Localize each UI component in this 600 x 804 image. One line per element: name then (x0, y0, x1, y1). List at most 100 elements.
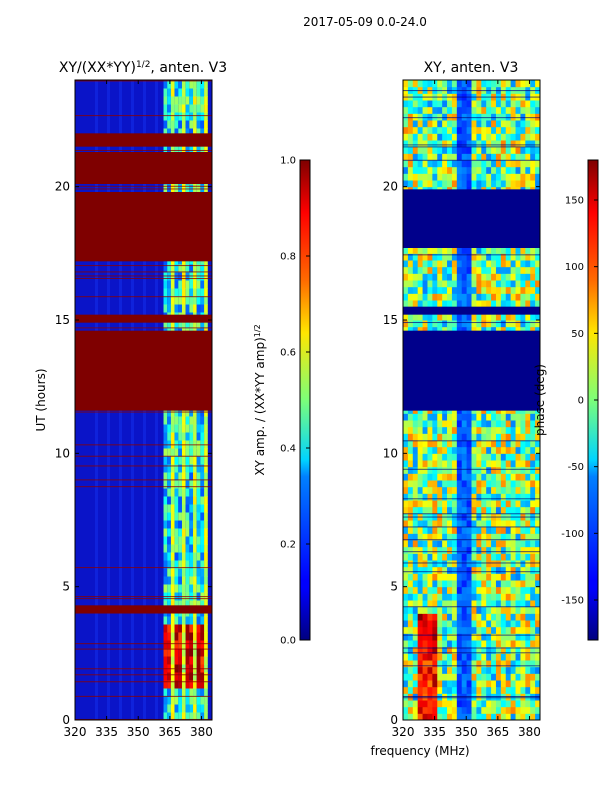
left-heatmap-cell (181, 104, 186, 113)
right-heatmap-cell (451, 626, 458, 634)
right-heatmap-cell (481, 586, 487, 594)
colorbar-tick-label: 50 (571, 329, 584, 340)
right-heatmap-cell (486, 160, 492, 168)
left-heatmap-cell (174, 104, 179, 113)
right-heatmap-cell (491, 433, 497, 441)
right-heatmap-cell (407, 640, 414, 648)
right-heatmap-cell (530, 480, 536, 488)
right-heatmap-cell (461, 480, 468, 488)
right-heatmap-cell (491, 140, 497, 148)
left-heatmap-cell (181, 496, 186, 505)
right-heatmap-line (403, 571, 540, 573)
right-heatmap-cell (481, 560, 487, 568)
right-heatmap-cell (442, 266, 448, 274)
left-heatmap-cell (200, 88, 205, 97)
right-heatmap-cell (407, 420, 414, 428)
right-heatmap-cell (427, 120, 433, 128)
left-heatmap-cell (178, 568, 182, 577)
right-heatmap-cell (530, 113, 536, 121)
left-heatmap-cell (178, 512, 182, 521)
right-heatmap-cell (407, 426, 414, 434)
right-heatmap-cell (461, 446, 468, 454)
left-heatmap-cell (181, 656, 186, 665)
right-heatmap-cell (486, 266, 492, 274)
right-heatmap-cell (500, 666, 507, 674)
right-heatmap-cell (520, 153, 526, 161)
right-heatmap-cell (456, 246, 463, 254)
right-heatmap-cell (476, 686, 482, 694)
right-heatmap-cell (461, 126, 468, 134)
right-heatmap-cell (422, 620, 428, 628)
right-heatmap-cell (520, 546, 526, 554)
right-heatmap-cell (520, 326, 526, 334)
right-heatmap-cell (515, 440, 521, 448)
left-heatmap-cell (193, 552, 197, 561)
right-heatmap-cell (427, 460, 433, 468)
right-heatmap-cell (451, 180, 458, 188)
right-heatmap-cell (495, 413, 502, 421)
right-heatmap-cell (486, 600, 492, 608)
right-heatmap-cell (486, 460, 492, 468)
right-heatmap-cell (535, 480, 540, 488)
right-heatmap-cell (520, 586, 526, 594)
right-heatmap-cell (500, 566, 507, 574)
right-heatmap-cell (432, 253, 438, 261)
right-heatmap-cell (535, 300, 540, 308)
left-heatmap-cell (204, 656, 208, 665)
right-heatmap-cell (471, 713, 477, 720)
right-heatmap-cell (451, 113, 458, 121)
right-heatmap-cell (466, 180, 472, 188)
right-heatmap-cell (461, 506, 468, 514)
right-heatmap-cell (456, 593, 463, 601)
right-heatmap-cell (500, 460, 507, 468)
left-heatmap-cell (189, 640, 194, 649)
right-heatmap-cell (403, 700, 409, 708)
right-heatmap-cell (432, 526, 438, 534)
right-heatmap-cell (427, 533, 433, 541)
right-heatmap-cell (505, 706, 512, 714)
left-heatmap-cell (185, 456, 190, 465)
left-heatmap-cell (170, 656, 175, 665)
right-heatmap-cell (471, 266, 477, 274)
right-heatmap-cell (481, 460, 487, 468)
right-heatmap-cell (535, 640, 540, 648)
right-heatmap-cell (456, 473, 463, 481)
left-heatmap-cell (185, 120, 190, 129)
right-heatmap-cell (407, 293, 414, 301)
right-heatmap-cell (510, 620, 517, 628)
right-heatmap-cell (471, 666, 477, 674)
left-heatmap-cell (170, 576, 175, 585)
left-heatmap-cell (204, 432, 208, 441)
right-heatmap-cell (471, 460, 477, 468)
right-heatmap-cell (515, 586, 521, 594)
right-heatmap-cell (505, 633, 512, 641)
right-heatmap-cell (412, 433, 419, 441)
right-heatmap-cell (417, 446, 424, 454)
left-heatmap-cell (193, 456, 197, 465)
right-heatmap-cell (403, 166, 409, 174)
left-heatmap-cell (181, 96, 186, 105)
right-heatmap-cell (486, 100, 492, 108)
left-heatmap-cell (204, 464, 208, 473)
right-heatmap-cell (447, 466, 453, 474)
right-heatmap-cell (432, 153, 438, 161)
right-heatmap-cell (417, 700, 424, 708)
right-heatmap-cell (427, 680, 433, 688)
right-heatmap-cell (412, 466, 419, 474)
right-heatmap-cell (427, 106, 433, 114)
right-heatmap-cell (451, 660, 458, 668)
right-heatmap-cell (427, 526, 433, 534)
right-heatmap-cell (447, 80, 453, 88)
right-heatmap-cell (437, 313, 443, 321)
right-heatmap-cell (456, 280, 463, 288)
right-heatmap-cell (491, 253, 497, 261)
right-heatmap-cell (427, 260, 433, 268)
right-heatmap-cell (471, 553, 477, 561)
right-heatmap-cell (451, 106, 458, 114)
left-heatmap-cell (189, 120, 194, 129)
right-heatmap-cell (422, 180, 428, 188)
right-heatmap-cell (412, 480, 419, 488)
left-heatmap-cell (189, 528, 194, 537)
right-heatmap-cell (447, 666, 453, 674)
right-heatmap-cell (471, 546, 477, 554)
